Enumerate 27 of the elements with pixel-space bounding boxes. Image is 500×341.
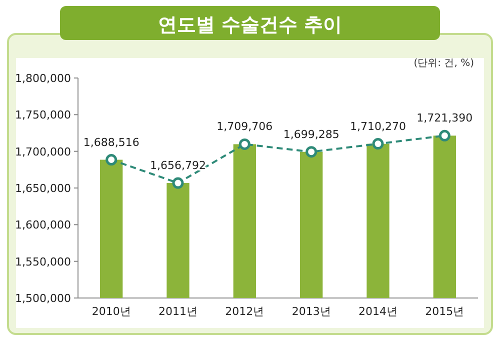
x-tick-label: 2015년	[425, 305, 464, 318]
y-tick-label: 1,650,000	[15, 182, 71, 195]
data-label: 1,721,390	[416, 112, 473, 125]
x-tick-label: 2012년	[225, 305, 264, 318]
data-label: 1,710,270	[350, 120, 406, 133]
y-tick-label: 1,800,000	[15, 72, 71, 85]
point	[438, 130, 450, 142]
y-tick-label: 1,550,000	[15, 255, 71, 268]
x-tick-label: 2010년	[92, 305, 131, 318]
x-tick-label: 2011년	[158, 305, 198, 318]
chart-title: 연도별 수술건수 추이	[158, 14, 342, 36]
point	[106, 154, 118, 166]
text: (단위: 건, %)	[414, 58, 474, 69]
x-tick-label: 2014년	[358, 305, 398, 318]
x-tick-label: 2013년	[292, 305, 331, 318]
point	[372, 138, 384, 150]
y-tick-label: 1,500,000	[15, 292, 71, 305]
point	[306, 146, 318, 158]
y-tick-label: 1,600,000	[15, 218, 71, 232]
y-tick-label: 1,750,000	[15, 108, 71, 122]
y-tick-label: 1,700,000	[15, 145, 71, 158]
point	[238, 138, 250, 150]
data-label: 1,656,792	[150, 159, 206, 172]
data-label: 1,688,516	[83, 136, 140, 149]
data-label: 1,699,285	[283, 128, 340, 141]
point	[172, 177, 184, 189]
data-label: 1,709,706	[216, 120, 273, 134]
